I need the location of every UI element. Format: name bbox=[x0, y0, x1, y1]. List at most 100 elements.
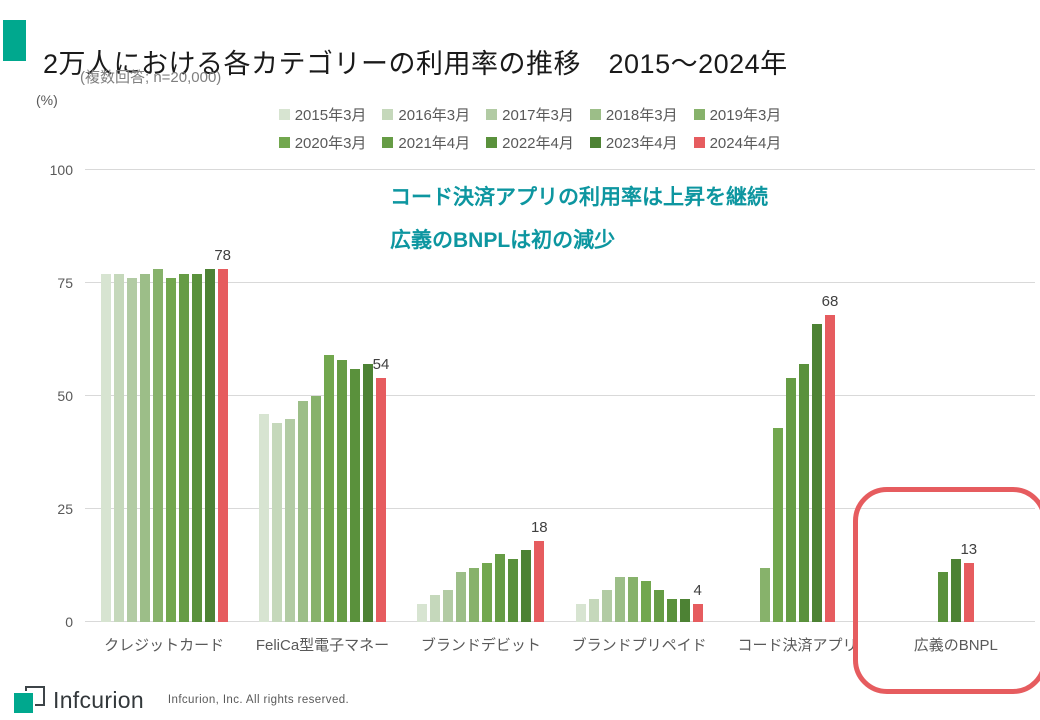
bar bbox=[349, 368, 360, 622]
category-group: 78 クレジットカード bbox=[85, 170, 243, 654]
bar bbox=[297, 400, 308, 622]
bar bbox=[284, 418, 295, 622]
chart-subtitle: (複数回答; n=20,000) bbox=[80, 69, 222, 86]
legend-item: 2016年3月 bbox=[382, 104, 470, 125]
bar bbox=[521, 549, 532, 622]
legend-item: 2018年3月 bbox=[589, 104, 678, 125]
legend-label: 2021年4月 bbox=[398, 135, 471, 152]
footer: Infcurion Infcurion, Inc. All rights res… bbox=[12, 686, 350, 715]
bar bbox=[785, 377, 796, 622]
bar bbox=[640, 581, 651, 622]
bar bbox=[653, 590, 664, 622]
category-label: クレジットカード bbox=[104, 637, 225, 654]
gridline bbox=[85, 395, 1035, 396]
category-group: 18 ブランドデビット bbox=[402, 170, 560, 654]
bar bbox=[456, 572, 467, 622]
copyright-text: Infcurion, Inc. All rights reserved. bbox=[167, 694, 350, 706]
bar bbox=[417, 603, 428, 622]
legend-swatch bbox=[589, 109, 601, 120]
bar: 4 bbox=[692, 582, 703, 622]
bar-value-label: 4 bbox=[693, 581, 702, 599]
legend-item: 2021年4月 bbox=[382, 132, 470, 153]
legend-swatch bbox=[589, 137, 601, 148]
y-axis-tick-label: 100 bbox=[49, 162, 73, 178]
gridline bbox=[85, 169, 1035, 170]
bar bbox=[152, 269, 163, 622]
category-group: 68 コード決済アプリ bbox=[718, 170, 876, 654]
legend-label: 2016年3月 bbox=[398, 107, 471, 124]
legend-swatch bbox=[382, 137, 394, 148]
legend-swatch bbox=[278, 109, 290, 120]
annotation-code-payment: コード決済アプリの利用率は上昇を継続 bbox=[390, 186, 768, 209]
bar-value-label: 13 bbox=[960, 541, 978, 559]
bar bbox=[113, 273, 124, 622]
bar bbox=[772, 427, 783, 622]
bar-value-label: 78 bbox=[214, 247, 231, 265]
category-group: 4 ブランドプリペイド bbox=[560, 170, 718, 654]
category-group: 54 FeliCa型電子マネー bbox=[243, 170, 401, 654]
bar bbox=[575, 603, 586, 622]
bar bbox=[191, 273, 202, 622]
legend-label: 2015年3月 bbox=[294, 107, 367, 124]
category-group: 13 広義のBNPL bbox=[877, 170, 1035, 654]
bar bbox=[271, 423, 282, 622]
logo-wordmark: Infcurion bbox=[53, 686, 144, 713]
infcurion-logo-icon bbox=[12, 686, 46, 715]
gridline bbox=[85, 621, 1035, 622]
bar: 68 bbox=[822, 293, 838, 622]
bar: 18 bbox=[531, 519, 548, 622]
legend-swatch bbox=[693, 137, 705, 148]
bar bbox=[178, 273, 189, 622]
category-label: FeliCa型電子マネー bbox=[255, 637, 390, 654]
bar bbox=[469, 567, 480, 622]
legend-swatch bbox=[486, 109, 498, 120]
bar bbox=[443, 590, 454, 622]
y-axis-tick-label: 0 bbox=[65, 614, 73, 630]
legend-row: 2020年3月 2021年4月 2022年4月 2023年4月 2024年4月 bbox=[278, 132, 782, 153]
legend: 2015年3月 2016年3月 2017年3月 2018年3月 2019年3月 2020年… bbox=[85, 104, 975, 153]
legend-swatch bbox=[278, 137, 290, 148]
bar-value-label: 18 bbox=[530, 518, 548, 536]
bar bbox=[508, 558, 519, 622]
bar bbox=[614, 576, 625, 622]
legend-row: 2015年3月 2016年3月 2017年3月 2018年3月 2019年3月 bbox=[278, 104, 781, 125]
bar bbox=[495, 554, 506, 622]
gridline bbox=[85, 282, 1035, 283]
bar: 13 bbox=[960, 541, 977, 622]
legend-item: 2024年4月 bbox=[693, 132, 782, 153]
bar bbox=[258, 414, 269, 622]
bar bbox=[430, 594, 441, 622]
bar bbox=[362, 364, 373, 622]
bar bbox=[811, 323, 822, 622]
bar bbox=[100, 273, 111, 622]
y-axis-unit-label: (%) bbox=[36, 92, 58, 108]
legend-label: 2017年3月 bbox=[502, 107, 574, 124]
bar bbox=[588, 599, 599, 622]
y-axis-tick-label: 25 bbox=[57, 501, 73, 517]
legend-item: 2023年4月 bbox=[589, 132, 678, 153]
legend-swatch bbox=[382, 109, 394, 120]
logo-square bbox=[12, 691, 35, 715]
bar bbox=[310, 396, 321, 622]
legend-item: 2017年3月 bbox=[486, 104, 574, 125]
legend-item: 2022年4月 bbox=[486, 132, 574, 153]
bar bbox=[679, 599, 690, 622]
bar bbox=[601, 590, 612, 622]
bar bbox=[165, 278, 176, 622]
bar: 78 bbox=[214, 247, 231, 622]
category-label: コード決済アプリ bbox=[737, 637, 858, 654]
bar bbox=[139, 273, 150, 622]
page-title: 2万人における各カテゴリーの利用率の推移 2015～2024年 bbox=[43, 49, 788, 80]
bar bbox=[937, 572, 948, 622]
annotation-bnpl: 広義のBNPLは初の減少 bbox=[390, 229, 616, 252]
legend-label: 2018年3月 bbox=[605, 107, 678, 124]
title-accent-bar bbox=[3, 20, 26, 61]
gridline bbox=[85, 508, 1035, 509]
y-axis-tick-label: 50 bbox=[57, 388, 73, 404]
legend-item: 2015年3月 bbox=[278, 104, 367, 125]
bar bbox=[950, 558, 961, 622]
legend-label: 2024年4月 bbox=[709, 135, 782, 152]
bar-value-label: 54 bbox=[372, 355, 390, 373]
bar bbox=[666, 599, 677, 622]
legend-item: 2019年3月 bbox=[693, 104, 781, 125]
